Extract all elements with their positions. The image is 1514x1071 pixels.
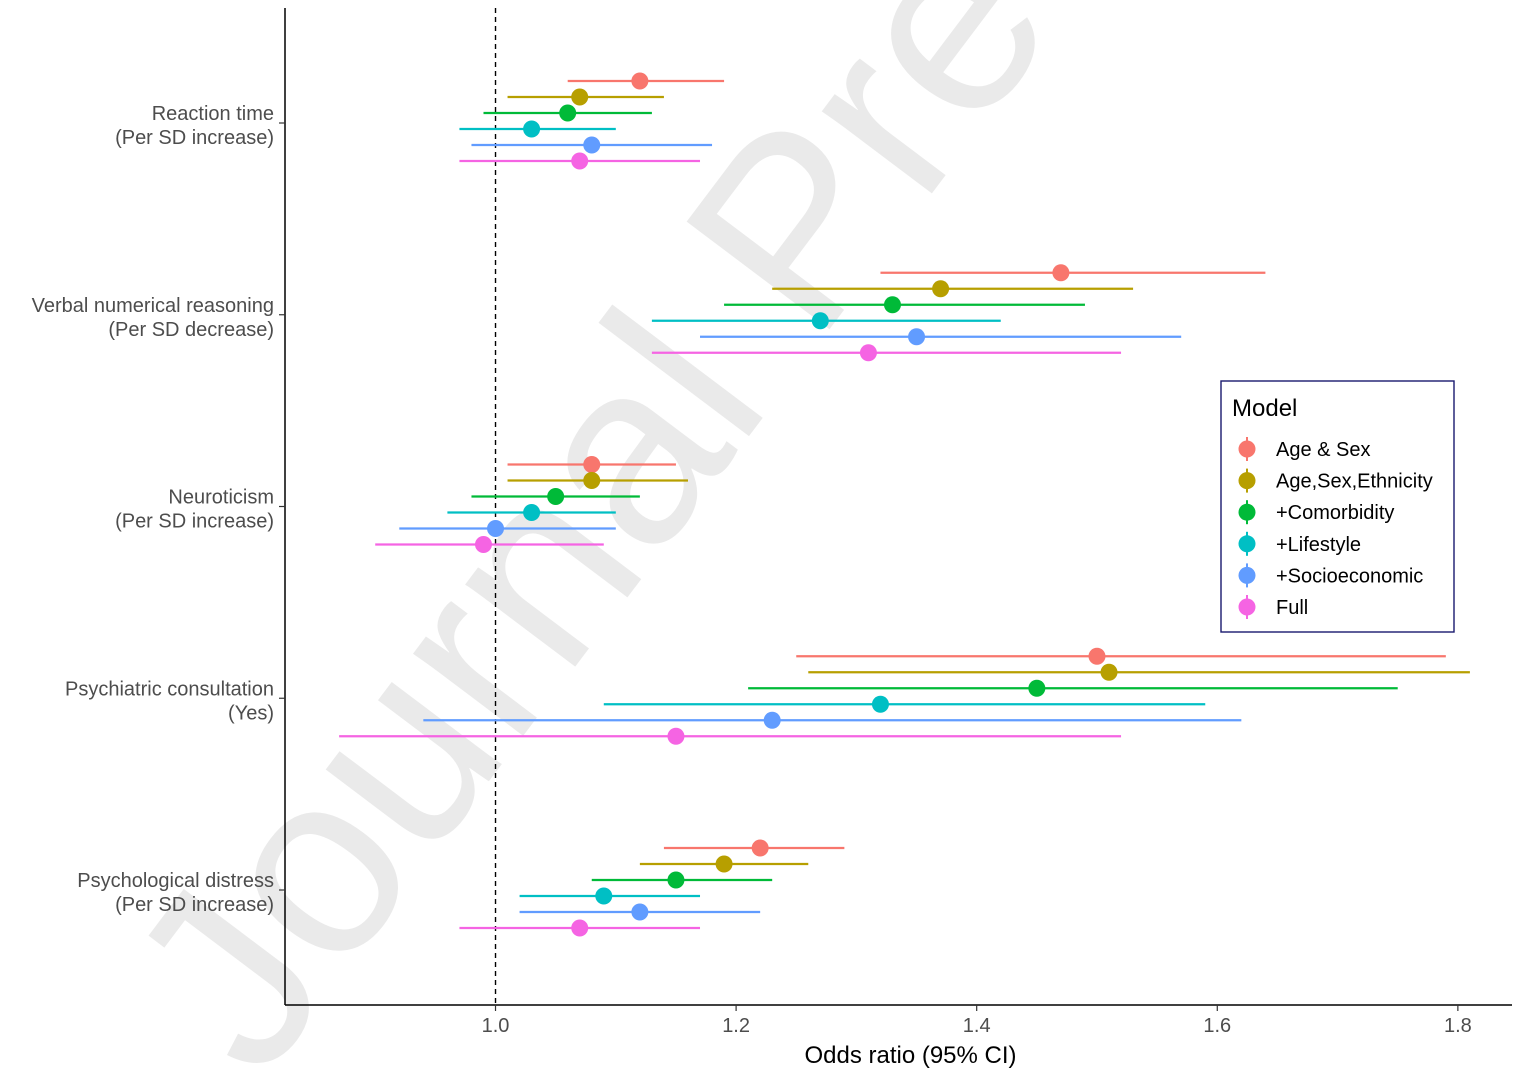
point-estimate xyxy=(1088,647,1106,665)
point-estimate xyxy=(474,536,492,553)
legend-key-point xyxy=(1238,535,1256,553)
category-label-sub: (Per SD decrease) xyxy=(108,319,274,341)
point-estimate xyxy=(751,839,769,857)
point-estimate xyxy=(595,887,613,905)
point-estimate xyxy=(1100,663,1118,681)
point-estimate xyxy=(883,296,901,314)
legend-label: Age & Sex xyxy=(1276,439,1371,461)
point-estimate xyxy=(487,520,505,537)
legend: Model Age & Sex Age,Sex,Ethnicity +Comorbid… xyxy=(1220,380,1455,633)
axes: 1.0 1.2 1.4 1.6 1.8 Odds ratio (95% CI) Reacti… xyxy=(32,8,1512,1069)
legend-key-point xyxy=(1238,566,1256,584)
legend-label: +Socioeconomic xyxy=(1276,565,1423,587)
x-tick-label: 1.4 xyxy=(963,1015,991,1037)
point-estimate xyxy=(523,504,541,521)
point-estimate xyxy=(908,328,926,346)
category-label: Verbal numerical reasoning xyxy=(32,295,274,317)
point-estimate xyxy=(631,903,649,921)
point-estimate xyxy=(571,152,589,170)
category-label: Psychological distress xyxy=(77,870,274,892)
x-tick-label: 1.2 xyxy=(722,1015,750,1037)
point-estimate xyxy=(631,72,649,90)
x-tick-label: 1.0 xyxy=(482,1015,510,1037)
category-label-sub: (Per SD increase) xyxy=(115,127,274,149)
point-estimate xyxy=(667,871,685,889)
point-estimate xyxy=(583,472,601,489)
point-estimate xyxy=(859,344,877,362)
x-axis-title: Odds ratio (95% CI) xyxy=(804,1042,1016,1069)
category-label-sub: (Per SD increase) xyxy=(115,511,274,533)
point-estimate xyxy=(763,711,781,729)
point-estimate xyxy=(523,120,541,138)
point-estimate xyxy=(583,456,601,473)
legend-label: +Comorbidity xyxy=(1276,502,1394,524)
point-estimate xyxy=(871,695,889,713)
legend-label: +Lifestyle xyxy=(1276,534,1361,556)
point-estimate xyxy=(1052,264,1070,282)
point-estimate xyxy=(715,855,733,873)
point-estimate xyxy=(571,88,589,106)
category-label-sub: (Yes) xyxy=(228,702,274,724)
legend-box xyxy=(1220,380,1455,633)
legend-label: Age,Sex,Ethnicity xyxy=(1276,471,1433,493)
plot-area xyxy=(339,8,1470,1005)
x-tick-label: 1.6 xyxy=(1203,1015,1231,1037)
point-estimate xyxy=(571,919,589,937)
x-tick-label: 1.8 xyxy=(1444,1015,1472,1037)
point-estimate xyxy=(559,104,577,122)
point-estimate xyxy=(1028,679,1046,697)
point-estimate xyxy=(932,280,950,298)
legend-key-point xyxy=(1238,503,1256,521)
legend-key-point xyxy=(1238,440,1256,458)
point-estimate xyxy=(811,312,829,330)
point-estimate xyxy=(667,727,685,745)
point-estimate xyxy=(583,136,601,154)
category-label: Psychiatric consultation xyxy=(65,678,274,700)
legend-key-point xyxy=(1238,598,1256,616)
legend-label: Full xyxy=(1276,597,1308,619)
legend-title: Model xyxy=(1232,395,1297,422)
legend-key-point xyxy=(1238,472,1256,490)
category-label-sub: (Per SD increase) xyxy=(115,894,274,916)
category-label: Reaction time xyxy=(152,103,274,125)
point-estimate xyxy=(547,488,565,505)
category-label: Neuroticism xyxy=(168,487,274,509)
